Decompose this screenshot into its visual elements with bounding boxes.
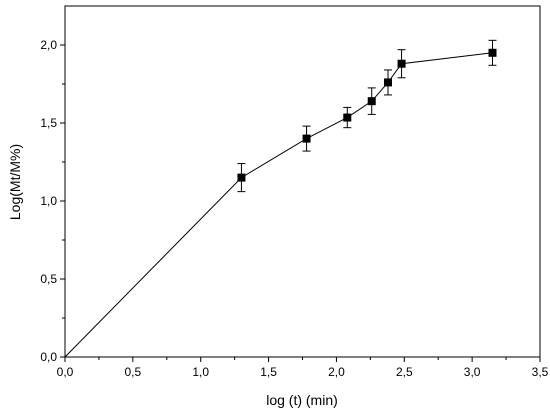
x-tick-label: 2,5	[396, 365, 413, 379]
y-tick-label: 2,0	[40, 38, 57, 52]
y-tick-label: 0,5	[40, 272, 57, 286]
x-tick-label: 0,5	[125, 365, 142, 379]
data-point	[384, 78, 392, 87]
x-tick-label: 2,0	[328, 365, 345, 379]
y-axis-label: Log(Mt/M%)	[7, 144, 23, 220]
x-tick-label: 3,0	[464, 365, 481, 379]
data-point	[343, 113, 352, 122]
x-tick-label: 1,5	[260, 365, 277, 379]
x-tick-label: 3,5	[532, 365, 549, 379]
x-tick-label: 0,0	[57, 365, 74, 379]
data-point	[397, 59, 406, 68]
y-tick-label: 1,5	[40, 116, 57, 130]
y-axis-ticks: 0,0 0,5 1,0 1,5 2,0	[40, 38, 65, 364]
x-axis-ticks: 0,0 0,5 1,0 1,5 2,0 2,5 3,0 3,5	[57, 357, 549, 379]
data-point	[367, 97, 376, 106]
data-point	[488, 48, 497, 57]
x-tick-label: 1,0	[192, 365, 209, 379]
plot-frame	[64, 5, 541, 358]
data-point	[302, 134, 311, 143]
data-series	[64, 39, 497, 358]
series-line	[64, 52, 493, 358]
x-axis-label: log (t) (min)	[266, 392, 338, 408]
y-tick-label: 0,0	[40, 350, 57, 364]
y-tick-label: 1,0	[40, 194, 57, 208]
data-point	[237, 173, 246, 182]
